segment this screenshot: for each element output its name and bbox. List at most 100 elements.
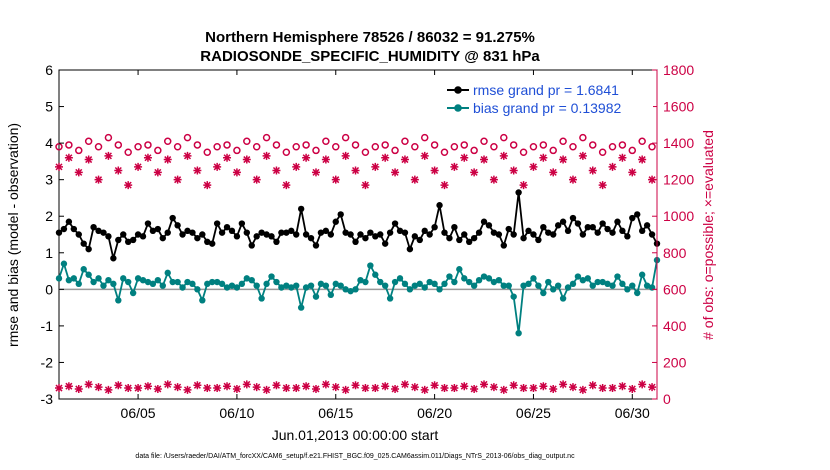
obs-possible-point xyxy=(75,146,83,155)
bias-point xyxy=(60,260,68,267)
bias-point xyxy=(179,284,186,291)
rmse-point xyxy=(238,220,246,227)
bias-point xyxy=(169,278,176,286)
bias-point xyxy=(643,282,651,289)
rmse-point xyxy=(218,229,226,236)
bias-point xyxy=(70,275,78,282)
rmse-point xyxy=(65,218,73,225)
obs-possible-point xyxy=(243,137,251,146)
obs-low-point xyxy=(470,384,479,393)
obs-possible-point xyxy=(391,146,399,155)
obs-possible-point xyxy=(193,141,202,149)
obs-evaluated-point xyxy=(134,162,143,171)
x-tick-label: 06/25 xyxy=(516,405,551,421)
obs-low-point xyxy=(519,384,528,393)
obs-low-point xyxy=(311,384,320,393)
x-tick-label: 06/10 xyxy=(219,405,254,421)
obs-evaluated-point xyxy=(55,162,63,171)
obs-low-point xyxy=(272,381,281,390)
obs-evaluated-point xyxy=(153,168,162,177)
obs-possible-point xyxy=(322,137,330,146)
bias-point xyxy=(391,278,399,286)
obs-evaluated-point xyxy=(559,155,568,164)
obs-evaluated-point xyxy=(529,162,538,171)
rmse-point xyxy=(159,234,166,242)
obs-evaluated-point xyxy=(549,168,558,177)
obs-evaluated-point xyxy=(618,153,627,162)
bias-point xyxy=(629,282,636,289)
y-left-tick-label: 4 xyxy=(45,135,53,151)
obs-possible-point xyxy=(183,133,192,142)
obs-possible-point xyxy=(332,143,340,151)
x-tick-label: 06/15 xyxy=(318,405,353,421)
obs-low-point xyxy=(568,383,577,392)
rmse-point xyxy=(564,227,572,235)
rmse-point xyxy=(594,229,601,236)
bias-point xyxy=(525,280,532,288)
obs-possible-point xyxy=(371,143,380,151)
bias-point xyxy=(288,284,295,291)
bias-point xyxy=(322,282,330,289)
obs-evaluated-point xyxy=(292,162,301,171)
obs-possible-point xyxy=(638,137,646,146)
obs-possible-point xyxy=(252,143,261,151)
rmse-point xyxy=(446,234,453,242)
rmse-point xyxy=(456,236,463,244)
legend: rmse grand pr = 1.6841 bias grand pr = 0… xyxy=(442,79,653,117)
rmse-point xyxy=(401,229,409,236)
obs-low-point xyxy=(163,380,172,389)
obs-evaluated-point xyxy=(351,166,360,175)
obs-possible-point xyxy=(470,146,478,155)
obs-evaluated-series xyxy=(55,151,657,190)
obs-evaluated-point xyxy=(598,181,607,190)
bias-point xyxy=(515,330,522,337)
rmse-point xyxy=(515,189,522,196)
rmse-point xyxy=(352,238,359,246)
obs-possible-point xyxy=(500,133,508,142)
obs-low-point xyxy=(499,385,508,394)
obs-evaluated-point xyxy=(430,166,439,175)
rmse-point xyxy=(495,231,503,238)
obs-low-point xyxy=(450,384,459,393)
obs-evaluated-point xyxy=(64,153,73,162)
series-layer xyxy=(55,133,661,394)
bias-point xyxy=(90,278,97,286)
y-axis-right-label: # of obs: o=possible; ×=evaluated xyxy=(700,130,716,340)
bias-point xyxy=(505,282,512,289)
bias-point xyxy=(332,280,339,288)
obs-evaluated-point xyxy=(242,155,251,164)
bias-point xyxy=(120,275,127,282)
bias-point xyxy=(510,293,517,300)
rmse-point xyxy=(426,231,433,238)
obs-low-point xyxy=(302,382,311,391)
obs-possible-point xyxy=(173,143,182,151)
obs-low-point xyxy=(430,381,439,390)
obs-possible-point xyxy=(233,146,241,155)
obs-evaluated-point xyxy=(450,162,459,171)
obs-low-point xyxy=(143,382,152,391)
obs-low-series xyxy=(55,380,657,394)
obs-low-point xyxy=(94,383,103,392)
obs-evaluated-point xyxy=(628,168,637,177)
rmse-point xyxy=(475,229,483,236)
bias-point xyxy=(634,289,641,297)
rmse-point xyxy=(327,231,335,238)
rmse-point xyxy=(302,231,310,238)
bias-point xyxy=(110,280,117,288)
rmse-point xyxy=(134,231,142,238)
obs-low-point xyxy=(588,381,597,390)
bias-point xyxy=(144,278,152,286)
obs-evaluated-point xyxy=(460,153,469,162)
bias-point xyxy=(540,289,547,297)
rmse-point xyxy=(381,240,389,247)
bias-point xyxy=(268,273,275,280)
rmse-point xyxy=(105,233,112,240)
rmse-point xyxy=(391,220,399,227)
obs-evaluated-point xyxy=(489,175,498,184)
bias-point xyxy=(352,286,359,293)
bias-point xyxy=(149,280,157,288)
bias-point xyxy=(609,282,616,289)
obs-possible-series xyxy=(55,133,656,156)
y-left-tick-label: 3 xyxy=(45,172,53,188)
